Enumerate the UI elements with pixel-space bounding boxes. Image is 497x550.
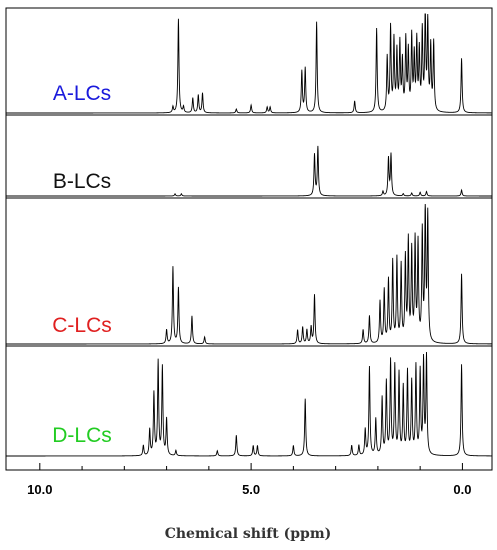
spectra-layer [6, 13, 493, 457]
series-label-d-lcs: D-LCs [52, 424, 112, 447]
x-tick-label: 10.0 [27, 482, 52, 497]
series-label-a-lcs: A-LCs [53, 82, 111, 105]
series-label-b-lcs: B-LCs [53, 170, 111, 193]
spectrum-line-b-lcs [6, 145, 492, 197]
series-labels: A-LCs B-LCs C-LCs D-LCs [52, 82, 112, 447]
spectrum-line-d-lcs [6, 351, 493, 457]
spectrum-line-a-lcs [6, 13, 492, 114]
x-axis-ticks: 10.0 5.0 0.0 [27, 463, 471, 497]
x-tick-label: 5.0 [242, 482, 260, 497]
x-axis-title: Chemical shift (ppm) [165, 526, 332, 542]
spectrum-line-c-lcs [6, 203, 492, 345]
x-tick-label: 0.0 [453, 482, 471, 497]
series-label-c-lcs: C-LCs [52, 314, 112, 337]
plot-area-frame [5, 7, 493, 471]
